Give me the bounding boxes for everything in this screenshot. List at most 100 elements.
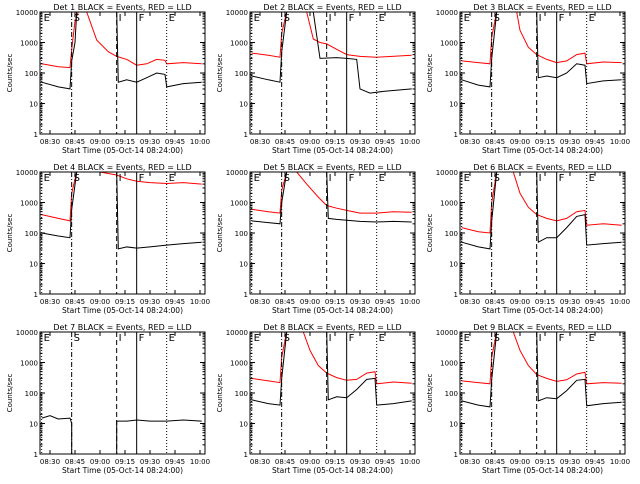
x-tick-label: 08:30 — [40, 298, 60, 306]
y-tick-label: 100 — [445, 70, 458, 78]
marker-label-I: I — [329, 13, 332, 24]
x-tick-label: 08:45 — [65, 138, 85, 146]
x-axis-label: Start Time (05-Oct-14 08:24:00) — [482, 306, 603, 315]
x-axis-label: Start Time (05-Oct-14 08:24:00) — [62, 146, 183, 155]
x-tick-label: 09:45 — [375, 458, 395, 466]
marker-label-F: F — [139, 13, 145, 24]
x-tick-label: 09:30 — [560, 458, 580, 466]
detector-panel-4: E S I F E 1 10 100 1000 10000 08:30 08:45 09:00 09:15… — [6, 163, 210, 315]
marker-label-I: I — [539, 333, 542, 344]
x-tick-label: 09:00 — [300, 298, 320, 306]
x-axis-label: Start Time (05-Oct-14 08:24:00) — [482, 146, 603, 155]
marker-label-I: I — [119, 173, 122, 184]
y-tick-label: 1 — [244, 131, 248, 139]
y-axis-label: Counts/sec — [6, 54, 14, 93]
panel-title: Det 5 BLACK = Events, RED = LLD — [263, 163, 401, 172]
y-tick-label: 1000 — [20, 200, 38, 208]
series-group — [251, 332, 412, 406]
y-tick-label: 100 — [235, 70, 248, 78]
y-tick-label: 10000 — [436, 329, 458, 337]
marker-label-F: F — [139, 173, 145, 184]
x-tick-label: 10:00 — [610, 458, 630, 466]
marker-label-I: I — [119, 333, 122, 344]
x-axis-label: Start Time (05-Oct-14 08:24:00) — [272, 306, 393, 315]
marker-label-E: E — [589, 173, 595, 184]
x-tick-label: 09:30 — [140, 458, 160, 466]
detector-panel-1: E S I F E 1 10 100 1000 10000 08:30 08:45 09:00 09:15… — [6, 3, 210, 155]
x-tick-label: 09:45 — [165, 138, 185, 146]
plot-frame — [39, 11, 206, 135]
y-tick-label: 10 — [29, 261, 38, 269]
panel-title: Det 2 BLACK = Events, RED = LLD — [263, 3, 401, 12]
series-group — [251, 172, 412, 225]
y-tick-label: 100 — [445, 230, 458, 238]
series-line-lld-red — [251, 12, 412, 58]
series-line-lld-red — [41, 12, 202, 69]
x-tick-label: 09:15 — [325, 138, 345, 146]
marker-label-S: S — [494, 173, 500, 184]
y-axis-label: Counts/sec — [426, 374, 434, 413]
x-tick-label: 09:45 — [585, 458, 605, 466]
y-tick-label: 1000 — [230, 40, 248, 48]
series-line-events-black — [251, 332, 412, 406]
y-axis-label: Counts/sec — [216, 214, 224, 253]
plot-frame — [459, 11, 626, 135]
marker-label-E: E — [254, 333, 260, 344]
detector-panel-3: E S I F E 1 10 100 1000 10000 08:30 08:45 09:00 09:15… — [426, 3, 630, 155]
series-line-lld-red — [461, 12, 622, 65]
x-tick-label: 08:30 — [460, 458, 480, 466]
plot-frame — [39, 171, 206, 295]
panel-title: Det 6 BLACK = Events, RED = LLD — [473, 163, 611, 172]
marker-label-E: E — [44, 13, 50, 24]
panel-title: Det 9 BLACK = Events, RED = LLD — [473, 323, 611, 332]
x-tick-label: 09:45 — [165, 458, 185, 466]
marker-label-E: E — [464, 173, 470, 184]
x-tick-label: 09:15 — [115, 298, 135, 306]
y-tick-label: 1 — [454, 451, 458, 459]
x-tick-label: 08:45 — [275, 298, 295, 306]
series-line-events-black — [251, 172, 412, 225]
x-tick-label: 09:45 — [375, 298, 395, 306]
marker-label-S: S — [284, 13, 290, 24]
x-tick-label: 08:45 — [275, 458, 295, 466]
y-tick-label: 100 — [445, 390, 458, 398]
y-axis-label: Counts/sec — [6, 374, 14, 413]
x-tick-label: 09:30 — [350, 458, 370, 466]
x-tick-label: 08:30 — [460, 138, 480, 146]
series-group — [461, 12, 622, 88]
x-tick-label: 08:30 — [250, 458, 270, 466]
y-tick-label: 1000 — [230, 360, 248, 368]
x-tick-label: 08:30 — [460, 298, 480, 306]
y-axis-label: Counts/sec — [6, 214, 14, 253]
marker-label-E: E — [464, 333, 470, 344]
marker-label-S: S — [284, 173, 290, 184]
y-tick-label: 1 — [454, 131, 458, 139]
x-tick-label: 09:30 — [560, 138, 580, 146]
x-tick-label: 08:30 — [250, 298, 270, 306]
y-tick-label: 10 — [29, 101, 38, 109]
detector-panel-6: E S I F E 1 10 100 1000 10000 08:30 08:45 09:00 09:15… — [426, 163, 630, 315]
y-tick-label: 10000 — [16, 9, 38, 17]
y-tick-label: 100 — [25, 390, 38, 398]
marker-label-I: I — [329, 333, 332, 344]
marker-label-S: S — [74, 333, 80, 344]
y-tick-label: 10000 — [226, 329, 248, 337]
x-tick-label: 10:00 — [400, 458, 420, 466]
series-group — [461, 172, 622, 250]
x-tick-label: 09:00 — [300, 138, 320, 146]
plot-frame — [249, 331, 416, 455]
x-tick-label: 08:30 — [40, 138, 60, 146]
x-tick-label: 09:00 — [510, 138, 530, 146]
marker-label-E: E — [254, 13, 260, 24]
marker-label-F: F — [559, 173, 565, 184]
panel-title: Det 3 BLACK = Events, RED = LLD — [473, 3, 611, 12]
marker-label-E: E — [464, 13, 470, 24]
panel-title: Det 7 BLACK = Events, RED = LLD — [53, 323, 191, 332]
detector-panel-8: E S I F E 1 10 100 1000 10000 08:30 08:45 09:00 09:15… — [216, 323, 420, 475]
y-tick-label: 10 — [239, 261, 248, 269]
y-tick-label: 1 — [244, 291, 248, 299]
x-tick-label: 09:15 — [115, 458, 135, 466]
x-tick-label: 09:30 — [140, 138, 160, 146]
y-tick-label: 10000 — [226, 9, 248, 17]
